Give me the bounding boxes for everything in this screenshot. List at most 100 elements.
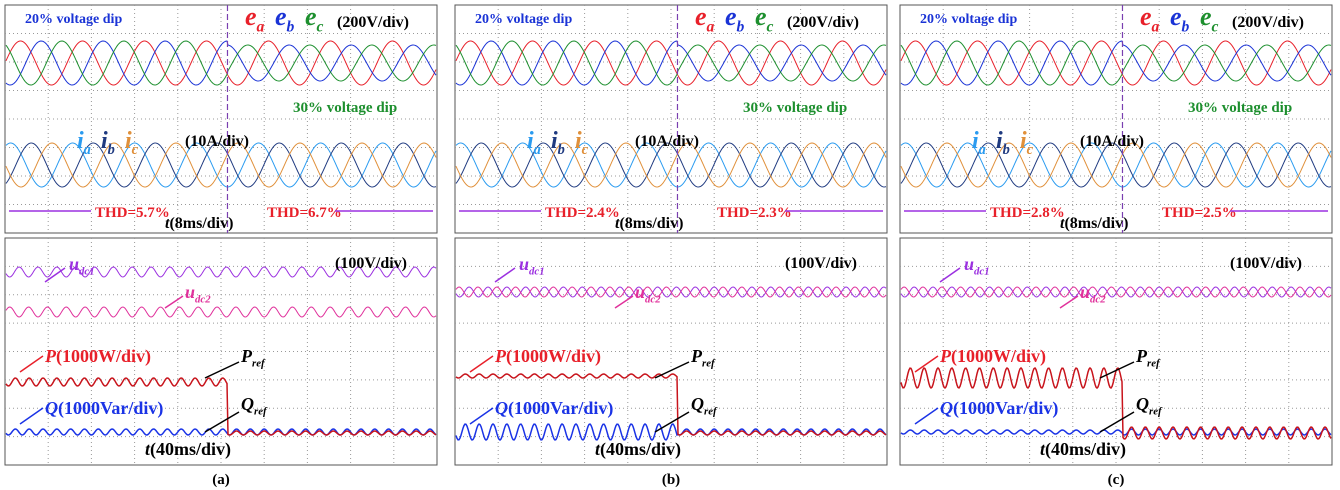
current-label-sub: a — [534, 142, 541, 158]
time-label: t(8ms/div) — [615, 215, 683, 232]
dip-left: 20% voltage dip — [920, 12, 1017, 27]
udc1-label-sub: dc1 — [974, 266, 990, 278]
voltage-label-main: e — [725, 2, 737, 31]
udc1-label-sub: dc1 — [79, 266, 95, 278]
udc2-label-sub: dc2 — [1090, 294, 1106, 306]
time-label: t(40ms/div) — [1040, 439, 1126, 460]
udc2-label-main: u — [635, 282, 645, 302]
udc2-label-sub: dc2 — [645, 294, 661, 306]
p-label-scale: (1000W/div) — [56, 346, 151, 367]
time-label: t(8ms/div) — [165, 215, 233, 232]
current-label-sub: b — [108, 142, 115, 158]
current-label-sub: b — [1003, 142, 1010, 158]
q-label: Q(1000Var/div) — [940, 398, 1058, 419]
thd-right: THD=6.7% — [267, 205, 342, 221]
voltage-label-sub: b — [287, 19, 295, 36]
voltage-label-sub: b — [1182, 19, 1190, 36]
current-scale: (10A/div) — [1080, 133, 1144, 150]
voltage-label-sub: a — [257, 19, 265, 36]
p-ref-label-sub: ref — [1147, 358, 1161, 370]
voltage-label-main: e — [1140, 2, 1152, 31]
voltage-label-main: e — [1200, 2, 1212, 31]
caption: (b) — [662, 472, 680, 488]
time-label: t(40ms/div) — [595, 439, 681, 460]
thd-right: THD=2.5% — [1162, 205, 1237, 221]
voltage-label-main: e — [245, 2, 257, 31]
current-label-sub: a — [979, 142, 986, 158]
time-label-scale: (40ms/div) — [600, 439, 681, 460]
p-label-scale: (1000W/div) — [506, 346, 601, 367]
time-label: t(8ms/div) — [1060, 215, 1128, 232]
p-ref-label-sub: ref — [252, 358, 266, 370]
q-label-scale: (1000Var/div) — [508, 398, 613, 419]
time-label-scale: (8ms/div) — [169, 215, 233, 232]
time-label: t(40ms/div) — [145, 439, 231, 460]
voltage-label-sub: b — [737, 19, 745, 36]
dip-right: 30% voltage dip — [293, 100, 397, 116]
figure: 20% voltage dipeaebec(200V/div)30% volta… — [0, 0, 1340, 490]
q-ref-label-sub: ref — [704, 406, 718, 418]
caption: (c) — [1108, 472, 1125, 488]
q-label: Q(1000Var/div) — [45, 398, 163, 419]
voltage-label-sub: c — [317, 19, 324, 36]
p-label: P(1000W/div) — [494, 346, 601, 367]
thd-left: THD=2.8% — [990, 205, 1065, 221]
voltage-label-main: e — [755, 2, 767, 31]
p-ref-label-sub: ref — [702, 358, 716, 370]
voltage-label-main: e — [695, 2, 707, 31]
dip-left: 20% voltage dip — [475, 12, 572, 27]
voltage-label-sub: a — [707, 19, 715, 36]
p-label: P(1000W/div) — [939, 346, 1046, 367]
q-label-scale: (1000Var/div) — [953, 398, 1058, 419]
thd-left: THD=2.4% — [545, 205, 620, 221]
p-label: P(1000W/div) — [44, 346, 151, 367]
dip-left: 20% voltage dip — [25, 12, 122, 27]
q-ref-label-sub: ref — [254, 406, 268, 418]
dip-right: 30% voltage dip — [743, 100, 847, 116]
dc-scale: (100V/div) — [785, 255, 857, 272]
q-label: Q(1000Var/div) — [495, 398, 613, 419]
p-label-scale: (1000W/div) — [951, 346, 1046, 367]
q-label-scale: (1000Var/div) — [58, 398, 163, 419]
q-ref-label-main: Q — [691, 394, 704, 414]
time-label-scale: (8ms/div) — [1064, 215, 1128, 232]
voltage-label-sub: c — [1212, 19, 1219, 36]
voltage-label-sub: c — [767, 19, 774, 36]
udc1-label-sub: dc1 — [529, 266, 545, 278]
q-ref-label-main: Q — [241, 394, 254, 414]
udc2-label-main: u — [185, 282, 195, 302]
voltage-scale: (200V/div) — [787, 14, 859, 31]
current-label-sub: c — [582, 142, 589, 158]
q-ref-label-sub: ref — [1149, 406, 1163, 418]
current-label-sub: c — [132, 142, 139, 158]
time-label-scale: (40ms/div) — [150, 439, 231, 460]
q-ref-label-main: Q — [1136, 394, 1149, 414]
dip-right: 30% voltage dip — [1188, 100, 1292, 116]
udc2-label-main: u — [1080, 282, 1090, 302]
voltage-label-main: e — [275, 2, 287, 31]
current-label-sub: c — [1027, 142, 1034, 158]
q-label-var: Q — [940, 398, 953, 418]
current-label-sub: a — [84, 142, 91, 158]
voltage-label-main: e — [1170, 2, 1182, 31]
thd-right: THD=2.3% — [717, 205, 792, 221]
voltage-label-sub: a — [1152, 19, 1160, 36]
voltage-scale: (200V/div) — [337, 14, 409, 31]
voltage-scale: (200V/div) — [1232, 14, 1304, 31]
udc1-label-main: u — [964, 254, 974, 274]
q-label-var: Q — [495, 398, 508, 418]
current-scale: (10A/div) — [185, 133, 249, 150]
udc1-label-main: u — [519, 254, 529, 274]
dc-scale: (100V/div) — [335, 255, 407, 272]
time-label-scale: (40ms/div) — [1045, 439, 1126, 460]
time-label-scale: (8ms/div) — [619, 215, 683, 232]
current-label-sub: b — [558, 142, 565, 158]
current-scale: (10A/div) — [635, 133, 699, 150]
voltage-label-main: e — [305, 2, 317, 31]
dc-scale: (100V/div) — [1230, 255, 1302, 272]
caption: (a) — [212, 472, 230, 488]
udc2-label-sub: dc2 — [195, 294, 211, 306]
